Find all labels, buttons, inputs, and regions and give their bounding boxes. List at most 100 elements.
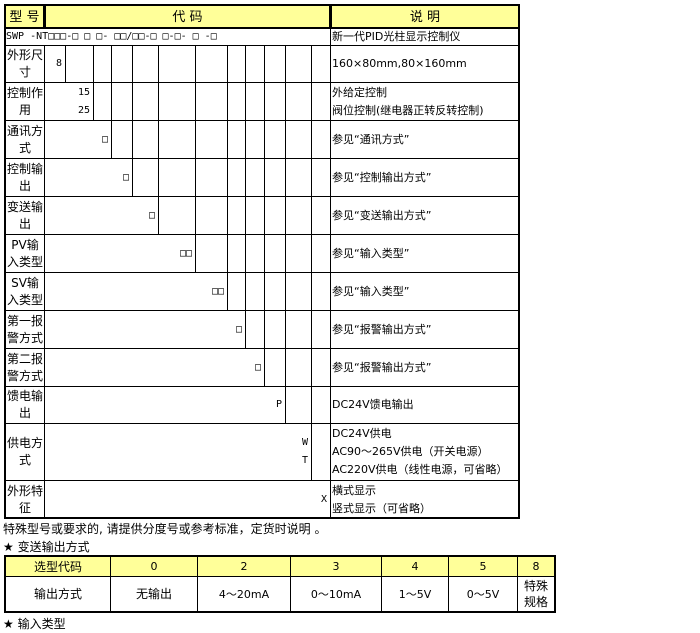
desc-line: AC220V供电（线性电源，可省略） <box>332 463 508 476</box>
td-none: 无输出 <box>110 575 198 613</box>
grid-line <box>285 120 286 159</box>
grid-line <box>227 272 228 311</box>
grid-line <box>311 234 312 273</box>
desc-line: 竖式显示（可省略） <box>332 501 431 515</box>
row-desc: 160×80mm,80×160mm <box>330 45 520 83</box>
header-model: 型 号 <box>4 4 45 29</box>
desc-line: 参见“变送输出方式” <box>332 208 432 222</box>
row-desc: DC24V供电 AC90～265V供电（开关电源） AC220V供电（线性电源，可省… <box>330 423 520 481</box>
grid-line <box>158 120 159 159</box>
row-label: SV输入类型 <box>4 272 45 311</box>
row-desc: 参见“输入类型” <box>330 234 520 273</box>
grid-line <box>195 120 196 159</box>
grid-line <box>264 272 265 311</box>
th-0: 0 <box>110 555 198 577</box>
grid-line <box>245 234 246 273</box>
code-value: □□ <box>211 285 224 297</box>
grid-line <box>195 196 196 235</box>
model-code: SWP -NT□□□-□ □ □- □□/□□-□ □-□- □ -□ <box>4 28 331 46</box>
desc-line: 160×80mm,80×160mm <box>332 57 467 70</box>
grid-line <box>132 82 133 121</box>
row-label: 外形特征 <box>4 480 45 519</box>
row-label: 控制作用 <box>4 82 45 121</box>
grid-line <box>245 158 246 197</box>
row-label: 第二报警方式 <box>4 348 45 387</box>
model-desc: 新一代PID光柱显示控制仪 <box>330 28 520 46</box>
grid-line <box>285 272 286 311</box>
grid-line <box>111 45 112 83</box>
th-3: 3 <box>290 555 382 577</box>
grid-line <box>227 196 228 235</box>
row-desc: 横式显示 竖式显示（可省略） <box>330 480 520 519</box>
grid-line <box>285 234 286 273</box>
grid-line <box>158 82 159 121</box>
row-desc: 参见“控制输出方式” <box>330 158 520 197</box>
grid-line <box>285 348 286 387</box>
grid-line <box>285 386 286 424</box>
grid-line <box>311 348 312 387</box>
grid-line <box>245 82 246 121</box>
grid-line <box>227 45 228 83</box>
desc-line: 参见“报警输出方式” <box>332 322 432 336</box>
th-5: 5 <box>448 555 518 577</box>
desc-line: 参见“控制输出方式” <box>332 170 432 184</box>
table-bottom-border <box>4 517 520 519</box>
th-code: 选型代码 <box>4 555 111 577</box>
grid-line <box>264 234 265 273</box>
desc-line: 外给定控制 <box>332 85 387 99</box>
grid-line <box>158 158 159 197</box>
td-special: 特殊规格 <box>517 575 556 613</box>
desc-line: 参见“输入类型” <box>332 246 410 260</box>
grid-line <box>93 82 94 121</box>
row-label: 馈电输出 <box>4 386 45 424</box>
grid-line <box>264 82 265 121</box>
row-label: 外形尺寸 <box>4 45 45 83</box>
grid-line <box>195 45 196 83</box>
desc-line: 参见“报警输出方式” <box>332 360 432 374</box>
grid-line <box>264 120 265 159</box>
grid-line <box>132 158 133 197</box>
row-desc: 参见“报警输出方式” <box>330 348 520 387</box>
grid-line <box>195 234 196 273</box>
grid-line <box>285 310 286 349</box>
td-0-10ma: 0～10mA <box>290 575 382 613</box>
th-4: 4 <box>381 555 449 577</box>
grid-line <box>158 45 159 83</box>
grid-line <box>158 196 159 235</box>
desc-line: DC24V馈电输出 <box>332 398 414 411</box>
grid-line <box>311 272 312 311</box>
td-0-5v: 0～5V <box>448 575 518 613</box>
section-title-input: ★ 输入类型 <box>3 617 66 631</box>
code-value: W <box>301 437 308 448</box>
grid-line <box>245 272 246 311</box>
grid-line <box>93 45 94 83</box>
grid-line <box>227 82 228 121</box>
code-value: X <box>320 493 327 505</box>
grid-line <box>245 196 246 235</box>
grid-line <box>264 158 265 197</box>
desc-line: 阀位控制(继电器正转反转控制) <box>332 103 484 117</box>
grid-line <box>311 196 312 235</box>
td-output-mode: 输出方式 <box>4 575 111 613</box>
code-value: □ <box>101 133 108 145</box>
grid-line <box>311 423 312 481</box>
grid-line <box>195 158 196 197</box>
code-value: T <box>301 455 308 466</box>
code-value: □ <box>148 209 155 221</box>
grid-line <box>285 45 286 83</box>
row-label: PV输入类型 <box>4 234 45 273</box>
code-value: 8 <box>55 58 62 69</box>
row-desc: 参见“变送输出方式” <box>330 196 520 235</box>
grid-line <box>264 310 265 349</box>
code-value: □ <box>235 323 242 335</box>
note: 特殊型号或要求的, 请提供分度号或参考标准，定货时说明 。 <box>3 522 327 536</box>
desc-line: DC24V供电 <box>332 427 392 440</box>
desc-line: 参见“通讯方式” <box>332 132 410 146</box>
grid-line <box>264 196 265 235</box>
grid-line <box>311 120 312 159</box>
code-value: P <box>275 399 282 410</box>
row-desc: 参见“报警输出方式” <box>330 310 520 349</box>
grid-line <box>285 158 286 197</box>
grid-line <box>264 45 265 83</box>
section-title-output: ★ 变送输出方式 <box>3 540 90 554</box>
